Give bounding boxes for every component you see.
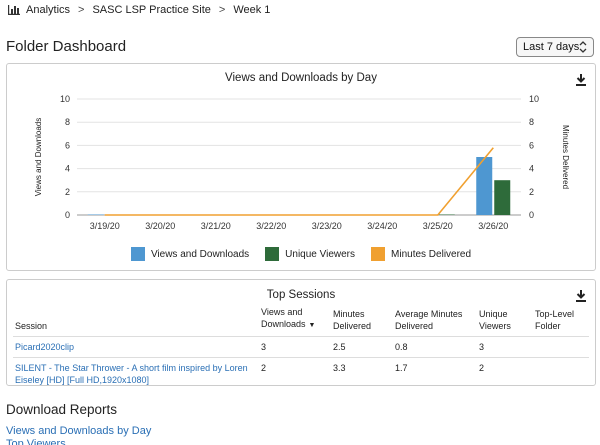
x-tick-label: 3/22/20: [256, 221, 286, 231]
y-tick-label: 6: [65, 140, 70, 150]
cell-folder: [533, 336, 589, 358]
col-minutes[interactable]: Minutes Delivered: [331, 304, 393, 337]
y-tick-label: 10: [60, 94, 70, 104]
chevron-updown-icon: [579, 41, 587, 53]
y2-axis-label: Minutes Delivered: [561, 125, 570, 189]
views-chart: 0 0 2 2 4 4 6 6 8 8 10 10 3/19/20 3/20/20 3/21/20 3/22/…: [34, 94, 570, 231]
cell-avg: 0.8: [393, 336, 477, 358]
bar-views-and-downloads: [476, 157, 493, 215]
col-unique[interactable]: Unique Viewers: [477, 304, 533, 337]
date-range-select[interactable]: Last 7 days: [516, 37, 594, 57]
chart-legend: Views and Downloads Unique Viewers Minut…: [7, 247, 595, 261]
bar-views-and-downloads: [87, 214, 104, 215]
table-row: SILENT - The Star Thrower - A short film…: [13, 358, 589, 391]
views-chart-panel: Views and Downloads by Day 0 0 2 2 4 4 6 6 8 8 10 1…: [6, 63, 596, 271]
download-icon[interactable]: [575, 289, 587, 302]
legend-label: Views and Downloads: [150, 248, 250, 260]
x-tick-label: 3/20/20: [145, 221, 175, 231]
y2-tick-label: 6: [529, 140, 534, 150]
legend-item-views[interactable]: Views and Downloads: [130, 247, 250, 261]
y-tick-label: 2: [65, 187, 70, 197]
cell-folder: [533, 358, 589, 391]
legend-label: Unique Viewers: [285, 248, 356, 260]
session-link[interactable]: Picard2020clip: [15, 342, 75, 352]
table-header-row: Session Views and Downloads ▼ Minutes Deliv…: [13, 304, 589, 337]
col-views[interactable]: Views and Downloads ▼: [259, 304, 331, 337]
legend-swatch: [371, 247, 386, 261]
cell-unique: 3: [477, 336, 533, 358]
legend-swatch: [265, 247, 280, 261]
download-reports-title: Download Reports: [6, 402, 118, 417]
date-range-value: Last 7 days: [523, 41, 580, 53]
cell-minutes: 2.5: [331, 336, 393, 358]
x-tick-label: 3/21/20: [201, 221, 231, 231]
cell-avg: 1.7: [395, 363, 408, 373]
legend-swatch: [130, 247, 145, 261]
x-tick-label: 3/25/20: [423, 221, 453, 231]
col-session[interactable]: Session: [13, 304, 259, 337]
breadcrumb-item-site[interactable]: SASC LSP Practice Site: [92, 4, 211, 16]
col-folder[interactable]: Top-Level Folder: [533, 304, 589, 337]
x-tick-label: 3/19/20: [90, 221, 120, 231]
x-tick-label: 3/26/20: [478, 221, 508, 231]
line-minutes-delivered: [104, 147, 494, 216]
legend-item-unique[interactable]: Unique Viewers: [265, 247, 355, 261]
breadcrumb: Analytics > SASC LSP Practice Site > Wee…: [8, 2, 270, 18]
chart-title: Views and Downloads by Day: [225, 72, 377, 84]
breadcrumb-item-week[interactable]: Week 1: [233, 4, 271, 16]
top-sessions-panel: Top Sessions Session Views and Downloads ▼…: [6, 279, 596, 386]
sessions-table: Session Views and Downloads ▼ Minutes Deliv…: [13, 304, 589, 390]
download-icon[interactable]: [575, 73, 587, 86]
page-title: Folder Dashboard: [6, 38, 127, 55]
x-tick-label: 3/24/20: [367, 221, 397, 231]
cell-views: 3: [259, 336, 331, 358]
cell-minutes: 3.3: [333, 363, 346, 373]
bar-chart-icon: [8, 5, 20, 15]
session-link[interactable]: SILENT - The Star Thrower - A short film…: [15, 363, 248, 385]
y-tick-label: 0: [65, 210, 70, 220]
y2-tick-label: 2: [529, 187, 534, 197]
breadcrumb-item-analytics[interactable]: Analytics: [26, 4, 71, 16]
x-tick-label: 3/23/20: [312, 221, 342, 231]
sort-desc-icon: ▼: [308, 322, 316, 329]
report-link-views-by-day[interactable]: Views and Downloads by Day: [6, 425, 152, 437]
sessions-title: Top Sessions: [266, 289, 336, 301]
table-row: Picard2020clip 3 2.5 0.8 3: [13, 336, 589, 358]
bar-unique-viewers: [438, 214, 455, 215]
y2-tick-label: 0: [529, 210, 534, 220]
col-avg-minutes[interactable]: Average Minutes Delivered: [393, 304, 477, 337]
legend-label: Minutes Delivered: [391, 248, 472, 260]
bar-unique-viewers: [494, 180, 511, 215]
cell-unique: 2: [479, 363, 485, 373]
y-axis-label: Views and Downloads: [34, 118, 43, 197]
legend-item-minutes[interactable]: Minutes Delivered: [371, 247, 471, 261]
breadcrumb-separator: >: [78, 4, 85, 16]
y2-tick-label: 4: [529, 164, 534, 174]
y-tick-label: 4: [65, 164, 70, 174]
y2-tick-label: 10: [529, 94, 539, 104]
y2-tick-label: 8: [529, 117, 534, 127]
cell-views: 2: [261, 363, 267, 373]
report-link-top-viewers[interactable]: Top Viewers: [6, 439, 66, 445]
breadcrumb-separator: >: [218, 4, 226, 16]
y-tick-label: 8: [65, 117, 70, 127]
